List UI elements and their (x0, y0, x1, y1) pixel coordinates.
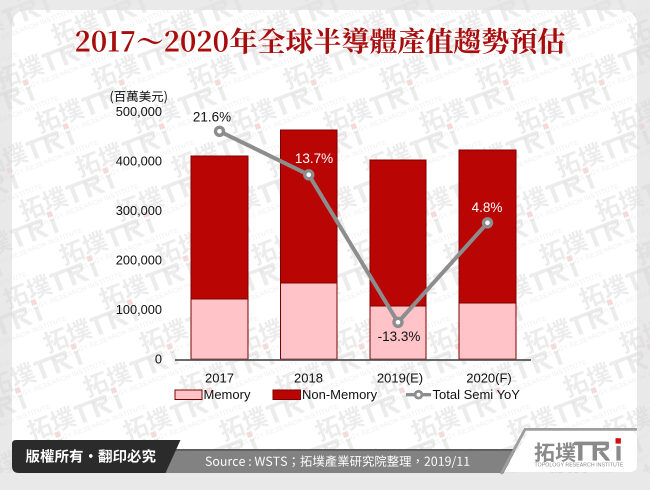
svg-text:100,000: 100,000 (116, 302, 162, 317)
svg-text:Non-Memory: Non-Memory (302, 387, 378, 402)
svg-text:2019(E): 2019(E) (377, 371, 423, 386)
svg-text:200,000: 200,000 (116, 252, 162, 267)
svg-text:500,000: 500,000 (116, 104, 162, 119)
svg-text:13.7%: 13.7% (295, 151, 333, 166)
svg-text:0: 0 (155, 352, 162, 367)
svg-text:4.8%: 4.8% (472, 200, 503, 215)
svg-text:Memory: Memory (204, 387, 251, 402)
svg-text:400,000: 400,000 (116, 153, 162, 168)
svg-text:2017: 2017 (205, 371, 234, 386)
svg-text:21.6%: 21.6% (193, 110, 231, 125)
svg-text:2020(F): 2020(F) (466, 371, 512, 386)
svg-text:2018: 2018 (294, 371, 323, 386)
svg-text:-13.3%: -13.3% (378, 329, 421, 344)
svg-text:300,000: 300,000 (116, 203, 162, 218)
svg-text:Total Semi YoY: Total Semi YoY (433, 387, 521, 402)
svg-text:TOPOLOGY RESEARCH INSTITUTE: TOPOLOGY RESEARCH INSTITUTE (535, 463, 625, 469)
